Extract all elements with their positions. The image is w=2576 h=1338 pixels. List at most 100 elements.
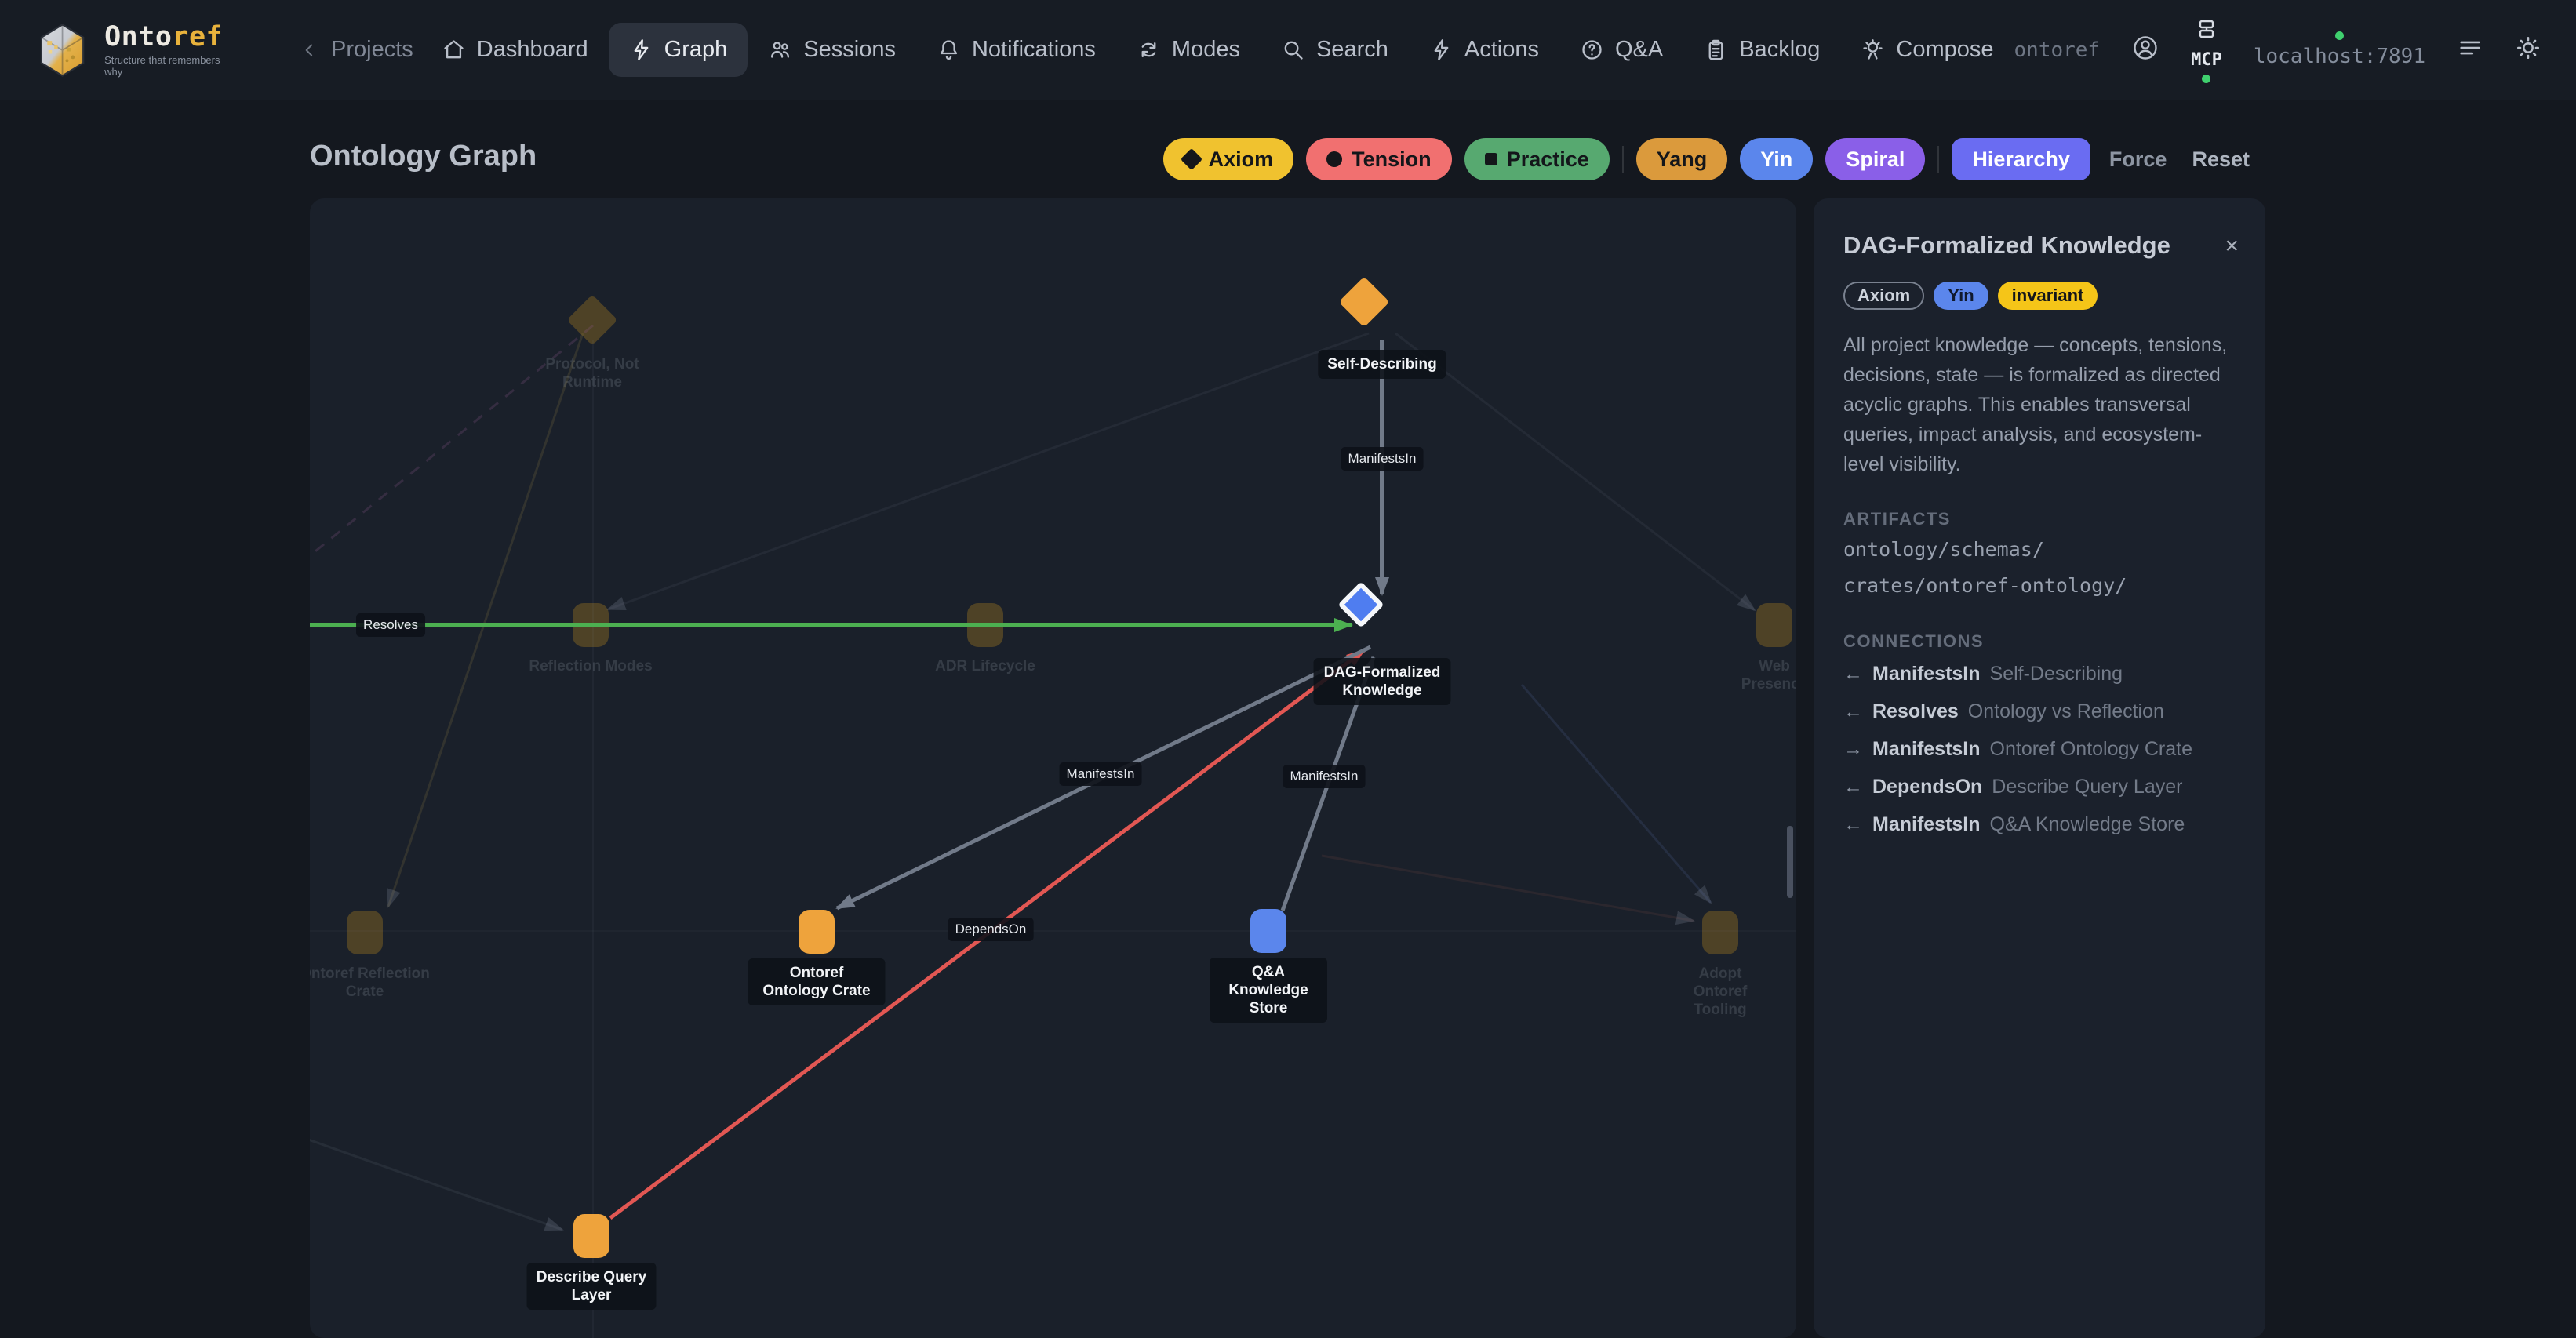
nav-item-actions[interactable]: Actions: [1409, 23, 1559, 77]
nav-item-modes[interactable]: Modes: [1116, 23, 1261, 77]
detail-badges: Axiom Yin invariant: [1843, 282, 2236, 310]
connection-target: Ontology vs Reflection: [1967, 700, 2164, 722]
host-address: localhost:7891: [2253, 45, 2425, 68]
users-icon: [771, 42, 790, 58]
connection-relation: Resolves: [1872, 700, 1959, 722]
clipboard-icon: [1708, 39, 1723, 60]
nav-item-search[interactable]: Search: [1261, 23, 1409, 77]
nav-label: Modes: [1171, 37, 1240, 62]
filter-practice-button[interactable]: Practice: [1464, 138, 1610, 180]
node-label: Ontoref Ontology Crate: [748, 958, 886, 1005]
filter-spiral-button[interactable]: Spiral: [1825, 138, 1926, 180]
brand-tagline: Structure that remembers why: [104, 53, 220, 78]
connection-target: Self-Describing: [1989, 663, 2123, 685]
nav-item-qa[interactable]: Q&A: [1559, 23, 1683, 77]
filter-axiom-button[interactable]: Axiom: [1162, 138, 1294, 180]
node-label: Protocol, Not Runtime: [545, 356, 639, 391]
theme-toggle-button[interactable]: [2515, 35, 2541, 65]
mcp-status[interactable]: MCP: [2191, 16, 2222, 83]
bolt-icon: [634, 39, 649, 60]
connection-row[interactable]: ← ManifestsIn Self-Describing: [1843, 658, 2236, 689]
node-label: Ontoref Reflection Crate: [310, 965, 430, 1000]
filter-label: Yang: [1656, 147, 1708, 171]
menu-button[interactable]: [2457, 35, 2483, 65]
arrow-left-icon: ←: [1843, 813, 1863, 835]
nav-item-notifications[interactable]: Notifications: [916, 23, 1116, 77]
connection-row[interactable]: ← Resolves Ontology vs Reflection: [1843, 696, 2236, 727]
nav-item-graph[interactable]: Graph: [608, 23, 748, 77]
ontology-graph-canvas[interactable]: Protocol, Not Runtime Reflection Modes A…: [310, 198, 1796, 1338]
artifact-path[interactable]: ontology/schemas/: [1843, 538, 2044, 561]
brand-name: Ontoref: [104, 20, 224, 53]
connection-relation: ManifestsIn: [1872, 738, 1981, 760]
avatar[interactable]: [2131, 34, 2159, 66]
node-detail-panel: DAG-Formalized Knowledge × Axiom Yin inv…: [1814, 198, 2265, 1338]
connection-row[interactable]: ← ManifestsIn Q&A Knowledge Store: [1843, 809, 2236, 840]
question-circle-icon: [1582, 40, 1602, 60]
filter-tension-button[interactable]: Tension: [1306, 138, 1452, 180]
nav-label: Sessions: [803, 37, 896, 62]
node-label: Adopt Ontoref Tooling: [1693, 965, 1748, 1018]
cycle-icon: [1141, 42, 1156, 58]
close-icon[interactable]: ×: [2225, 233, 2239, 259]
nav-label: Compose: [1896, 37, 1994, 62]
filter-yin-button[interactable]: Yin: [1740, 138, 1814, 180]
lamp-icon: [1863, 39, 1883, 60]
filter-label: Yin: [1760, 147, 1793, 171]
mcp-label: MCP: [2191, 50, 2222, 70]
layout-force-button[interactable]: Force: [2108, 147, 2167, 171]
connection-row[interactable]: → ManifestsIn Ontoref Ontology Crate: [1843, 733, 2236, 765]
page-title: Ontology Graph: [310, 140, 537, 173]
node-label: Reflection Modes: [529, 658, 653, 674]
top-nav: Ontoref Structure that remembers why Pro…: [0, 0, 2576, 100]
arrow-right-icon: →: [1843, 738, 1863, 760]
host-status: localhost:7891: [2254, 31, 2425, 68]
node-label: DAG-Formalized Knowledge: [1313, 658, 1451, 705]
canvas-scrollbar[interactable]: [1787, 826, 1793, 898]
connection-row[interactable]: ← DependsOn Describe Query Layer: [1843, 771, 2236, 802]
brand[interactable]: Ontoref Structure that remembers why: [35, 20, 232, 80]
project-name[interactable]: ontoref: [2014, 38, 2101, 62]
nav-item-dashboard[interactable]: Dashboard: [421, 23, 609, 77]
menu-icon: [2460, 41, 2480, 55]
edge-label: Resolves: [356, 613, 425, 637]
ontoref-logo-icon: [40, 23, 85, 77]
brand-name-accent: ref: [172, 20, 224, 53]
nav-label: Graph: [664, 37, 728, 62]
artifacts-heading: ARTIFACTS: [1843, 509, 1951, 529]
chevron-left-icon: [305, 44, 313, 56]
node-label: Describe Query Layer: [526, 1263, 657, 1310]
filter-label: Tension: [1352, 147, 1432, 171]
filter-yang-button[interactable]: Yang: [1635, 138, 1728, 180]
nav-label: Notifications: [971, 37, 1096, 62]
nav-item-compose[interactable]: Compose: [1840, 23, 2014, 77]
node-label: Web Presence: [1741, 658, 1796, 693]
divider: [1621, 146, 1624, 173]
layout-label: Hierarchy: [1972, 147, 2070, 171]
nav-label: Search: [1315, 37, 1388, 62]
layout-hierarchy-button[interactable]: Hierarchy: [1952, 138, 2090, 180]
nav-item-sessions[interactable]: Sessions: [748, 23, 916, 77]
artifact-path[interactable]: crates/ontoref-ontology/: [1843, 574, 2127, 597]
mcp-online-dot: [2202, 75, 2211, 83]
nav-back-projects[interactable]: Projects: [279, 23, 421, 77]
mcp-server-icon: [2194, 16, 2219, 45]
badge-yin: Yin: [1934, 282, 1988, 310]
user-circle-icon: [2134, 36, 2157, 60]
edge-label: ManifestsIn: [1341, 447, 1424, 471]
nav-label: Dashboard: [476, 37, 588, 62]
arrow-left-icon: ←: [1843, 776, 1863, 798]
filter-label: Axiom: [1208, 147, 1274, 171]
nav-item-backlog[interactable]: Backlog: [1683, 23, 1840, 77]
reset-button[interactable]: Reset: [2192, 147, 2250, 171]
edge-label: DependsOn: [948, 918, 1034, 941]
badge-axiom: Axiom: [1843, 282, 1925, 310]
edge-label: ManifestsIn: [1059, 762, 1142, 786]
connection-relation: ManifestsIn: [1872, 813, 1981, 835]
arrow-left-icon: ←: [1843, 663, 1863, 685]
edge-label: ManifestsIn: [1283, 765, 1366, 788]
connections-heading: CONNECTIONS: [1843, 631, 1985, 651]
host-online-dot: [2334, 31, 2344, 40]
nav-label: Backlog: [1739, 37, 1821, 62]
arrow-left-icon: ←: [1843, 700, 1863, 722]
